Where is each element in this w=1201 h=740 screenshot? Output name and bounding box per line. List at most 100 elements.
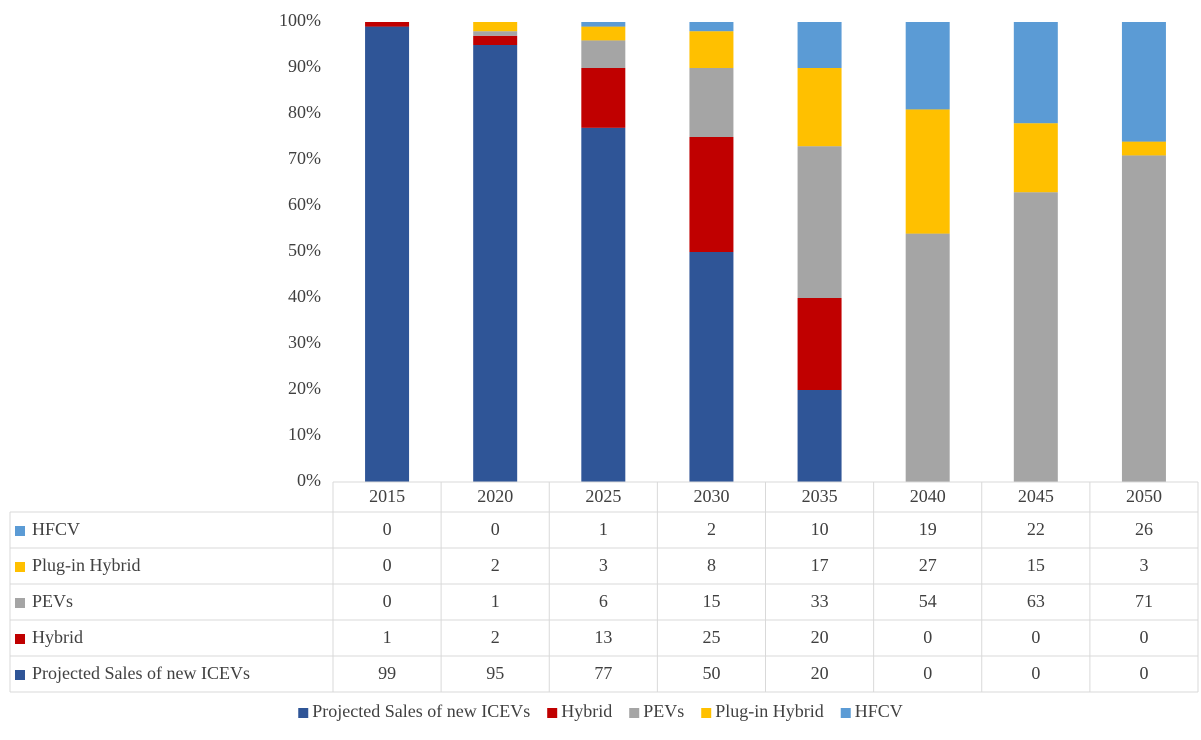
legend-key bbox=[840, 708, 851, 718]
table-cell: 77 bbox=[594, 663, 612, 683]
bar-segment bbox=[797, 298, 842, 390]
table-cell: 54 bbox=[919, 591, 937, 611]
y-tick-label: 90% bbox=[288, 56, 321, 76]
bar-segment bbox=[473, 45, 518, 482]
bar-segment bbox=[581, 40, 626, 68]
legend-label: HFCV bbox=[855, 701, 903, 721]
y-tick-label: 20% bbox=[288, 378, 321, 398]
bar-segment bbox=[689, 252, 734, 482]
bar-segment bbox=[365, 26, 410, 482]
table-cell: 2 bbox=[707, 519, 716, 539]
table-cell: 2 bbox=[491, 555, 500, 575]
y-tick-label: 100% bbox=[279, 10, 321, 30]
table-cell: 33 bbox=[811, 591, 829, 611]
bar-segment bbox=[581, 22, 626, 27]
table-cell: 8 bbox=[707, 555, 716, 575]
bar-segment bbox=[1013, 192, 1058, 482]
bar-segment bbox=[1121, 22, 1166, 142]
table-legend-key bbox=[15, 598, 25, 608]
table-cell: 0 bbox=[491, 519, 500, 539]
bar-segment bbox=[797, 68, 842, 147]
table-cell: 13 bbox=[594, 627, 612, 647]
table-cell: 20 bbox=[811, 627, 829, 647]
table-cell: 63 bbox=[1027, 591, 1045, 611]
bar-segment bbox=[1121, 141, 1166, 156]
bar-segment bbox=[797, 22, 842, 68]
x-tick-label: 2035 bbox=[802, 486, 838, 506]
table-cell: 0 bbox=[383, 519, 392, 539]
table-row-label: Projected Sales of new ICEVs bbox=[32, 663, 250, 683]
x-tick-label: 2030 bbox=[693, 486, 729, 506]
y-tick-label: 80% bbox=[288, 102, 321, 122]
legend-label: PEVs bbox=[643, 701, 684, 721]
bar-segment bbox=[1013, 22, 1058, 124]
table-row-label: Plug-in Hybrid bbox=[32, 555, 141, 575]
bar-segment bbox=[689, 22, 734, 32]
legend-key bbox=[629, 708, 640, 718]
table-row-label: Hybrid bbox=[32, 627, 83, 647]
table-cell: 2 bbox=[491, 627, 500, 647]
table-cell: 0 bbox=[1139, 627, 1148, 647]
x-tick-label: 2015 bbox=[369, 486, 405, 506]
table-cell: 50 bbox=[702, 663, 720, 683]
table-row-label: PEVs bbox=[32, 591, 73, 611]
table-cell: 71 bbox=[1135, 591, 1153, 611]
legend-key bbox=[547, 708, 558, 718]
bar-segment bbox=[797, 390, 842, 482]
table-row-label: HFCV bbox=[32, 519, 80, 539]
table-cell: 0 bbox=[383, 591, 392, 611]
x-tick-label: 2050 bbox=[1126, 486, 1162, 506]
table-cell: 17 bbox=[811, 555, 829, 575]
bar-segment bbox=[905, 22, 950, 110]
y-tick-label: 60% bbox=[288, 194, 321, 214]
legend-label: Plug-in Hybrid bbox=[715, 701, 824, 721]
bar-segment bbox=[581, 26, 626, 41]
table-cell: 22 bbox=[1027, 519, 1045, 539]
table-cell: 25 bbox=[702, 627, 720, 647]
table-cell: 0 bbox=[1031, 663, 1040, 683]
table-cell: 3 bbox=[1139, 555, 1148, 575]
bar-segment bbox=[581, 127, 626, 483]
table-cell: 3 bbox=[599, 555, 608, 575]
table-cell: 26 bbox=[1135, 519, 1153, 539]
table-cell: 0 bbox=[1139, 663, 1148, 683]
table-legend-key bbox=[15, 634, 25, 644]
table-cell: 15 bbox=[702, 591, 720, 611]
y-tick-label: 10% bbox=[288, 424, 321, 444]
y-tick-label: 50% bbox=[288, 240, 321, 260]
table-cell: 0 bbox=[923, 663, 932, 683]
table-cell: 27 bbox=[919, 555, 937, 575]
table-cell: 1 bbox=[491, 591, 500, 611]
table-cell: 6 bbox=[599, 591, 608, 611]
legend-label: Hybrid bbox=[561, 701, 612, 721]
bar-segment bbox=[1121, 155, 1166, 482]
bar-segment bbox=[689, 68, 734, 137]
bar-segment bbox=[365, 22, 410, 27]
legend-key bbox=[701, 708, 712, 718]
x-tick-label: 2045 bbox=[1018, 486, 1054, 506]
bar-segment bbox=[473, 35, 518, 45]
legend-key bbox=[298, 708, 309, 718]
x-tick-label: 2020 bbox=[477, 486, 513, 506]
bar-segment bbox=[1013, 123, 1058, 193]
table-legend-key bbox=[15, 670, 25, 680]
bar-segment bbox=[905, 109, 950, 234]
table-cell: 1 bbox=[383, 627, 392, 647]
table-cell: 95 bbox=[486, 663, 504, 683]
bar-segment bbox=[581, 68, 626, 128]
table-cell: 15 bbox=[1027, 555, 1045, 575]
table-cell: 0 bbox=[1031, 627, 1040, 647]
y-tick-label: 30% bbox=[288, 332, 321, 352]
x-tick-label: 2040 bbox=[910, 486, 946, 506]
y-tick-label: 40% bbox=[288, 286, 321, 306]
table-cell: 20 bbox=[811, 663, 829, 683]
table-cell: 10 bbox=[811, 519, 829, 539]
y-tick-label: 70% bbox=[288, 148, 321, 168]
table-cell: 19 bbox=[919, 519, 937, 539]
table-legend-key bbox=[15, 562, 25, 572]
bar-segment bbox=[797, 146, 842, 298]
bar-segment bbox=[473, 31, 518, 36]
table-cell: 99 bbox=[378, 663, 396, 683]
table-cell: 0 bbox=[923, 627, 932, 647]
